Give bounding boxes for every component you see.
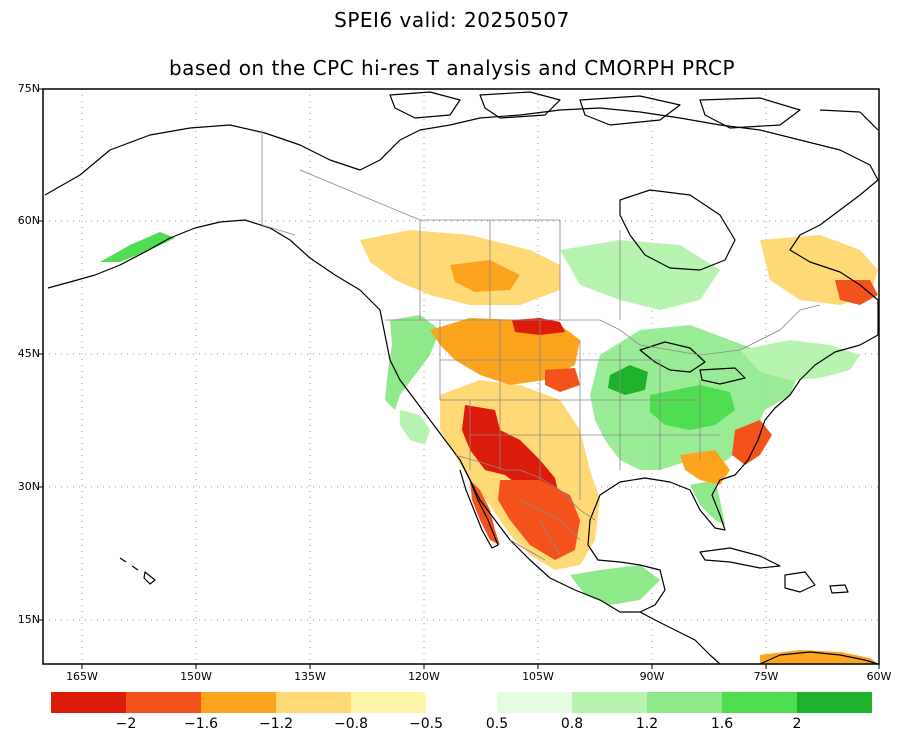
colorbar-box-wet-1	[497, 692, 572, 713]
dry-core-dakotas	[512, 318, 565, 335]
political-boundaries	[261, 130, 821, 561]
wet-region-florida	[690, 480, 725, 525]
lat-label-60n: 60N	[17, 214, 40, 227]
colorbar-box-dry-1	[51, 692, 126, 713]
north-america-coastline	[44, 107, 879, 613]
colorbar-box-wet-3	[647, 692, 722, 713]
arctic-island-1	[389, 91, 461, 119]
us-mexico-border	[454, 454, 596, 521]
dry-region-southeast	[732, 420, 772, 465]
lon-label-75w: 75W	[753, 670, 779, 683]
wet-region-california	[400, 410, 430, 445]
canada-provinces	[299, 169, 621, 320]
colorbar-label-wet-4: 1.6	[710, 716, 734, 732]
colorbar-box-wet-4	[722, 692, 797, 713]
colorbar-label-wet-5: 2	[792, 716, 802, 732]
colorbar-label-dry-5: −0.5	[409, 716, 443, 732]
coastlines	[44, 91, 879, 664]
map-frame	[42, 88, 880, 665]
lat-label-45n: 45N	[17, 347, 40, 360]
wet-region-alaska	[100, 232, 175, 262]
colorbar-box-dry-2	[126, 692, 201, 713]
cuba-coastline	[699, 547, 781, 569]
south-america-coastline	[759, 651, 879, 664]
lat-label-30n: 30N	[17, 480, 40, 493]
colorbar-box-dry-4	[276, 692, 351, 713]
wet-region-canada	[560, 240, 720, 310]
central-america-coastline	[639, 611, 721, 664]
lon-label-120w: 120W	[408, 670, 440, 683]
lon-label-165w: 165W	[66, 670, 98, 683]
dry-core-quebec	[835, 280, 878, 305]
colorbar-label-dry-4: −0.8	[334, 716, 368, 732]
wet-core-ohio	[650, 385, 735, 430]
arctic-island-3	[579, 95, 681, 126]
wet-core-midwest	[608, 365, 648, 395]
lat-label-15n: 15N	[17, 613, 40, 626]
colorbar-box-dry-5	[351, 692, 426, 713]
dry-region-carolinas	[680, 450, 730, 485]
lon-label-105w: 105W	[522, 670, 554, 683]
dry-region-plains	[430, 318, 580, 385]
tick-marks	[38, 88, 880, 669]
hawaii-islands	[119, 557, 156, 585]
dry-region-mexico	[498, 480, 580, 560]
hispaniola-coastline	[784, 571, 816, 593]
lat-label-75n: 75N	[17, 82, 40, 95]
spei-shading	[100, 230, 878, 664]
lon-label-135w: 135W	[294, 670, 326, 683]
dry-region-south-america	[760, 650, 878, 664]
mexico-states	[509, 499, 581, 561]
colorbar-label-wet-1: 0.5	[485, 716, 509, 732]
colorbar-label-wet-3: 1.2	[635, 716, 659, 732]
puerto-rico-coastline	[829, 584, 849, 594]
dry-core-plains	[545, 368, 580, 392]
wet-region-northeast	[740, 340, 860, 380]
map-subtitle: based on the CPC hi-res T analysis and C…	[168, 56, 736, 80]
wet-region-northwest	[385, 315, 440, 410]
arctic-island-4	[699, 97, 801, 129]
colorbar-box-dry-3	[201, 692, 276, 713]
arctic-island-2	[479, 91, 561, 119]
lon-label-90w: 90W	[639, 670, 665, 683]
baja-coastline	[459, 459, 499, 549]
greenland-coast	[819, 109, 879, 131]
colorbar-box-wet-2	[572, 692, 647, 713]
map-title: SPEI6 valid: 20250507	[334, 8, 570, 32]
colorbar-label-wet-2: 0.8	[560, 716, 584, 732]
wet-region-mexico	[570, 565, 660, 605]
us-states	[439, 320, 720, 500]
dry-core-canada-west	[450, 260, 520, 292]
lon-label-150w: 150W	[180, 670, 212, 683]
alaska-canada-border	[261, 130, 296, 236]
colorbar-label-dry-3: −1.2	[259, 716, 293, 732]
great-lakes	[639, 341, 746, 385]
colorbar-box-wet-5	[797, 692, 872, 713]
colorbar-label-dry-1: −2	[115, 716, 137, 732]
lon-label-60w: 60W	[866, 670, 892, 683]
hudson-bay-coastline	[619, 189, 736, 271]
colorbar-label-dry-2: −1.6	[184, 716, 218, 732]
